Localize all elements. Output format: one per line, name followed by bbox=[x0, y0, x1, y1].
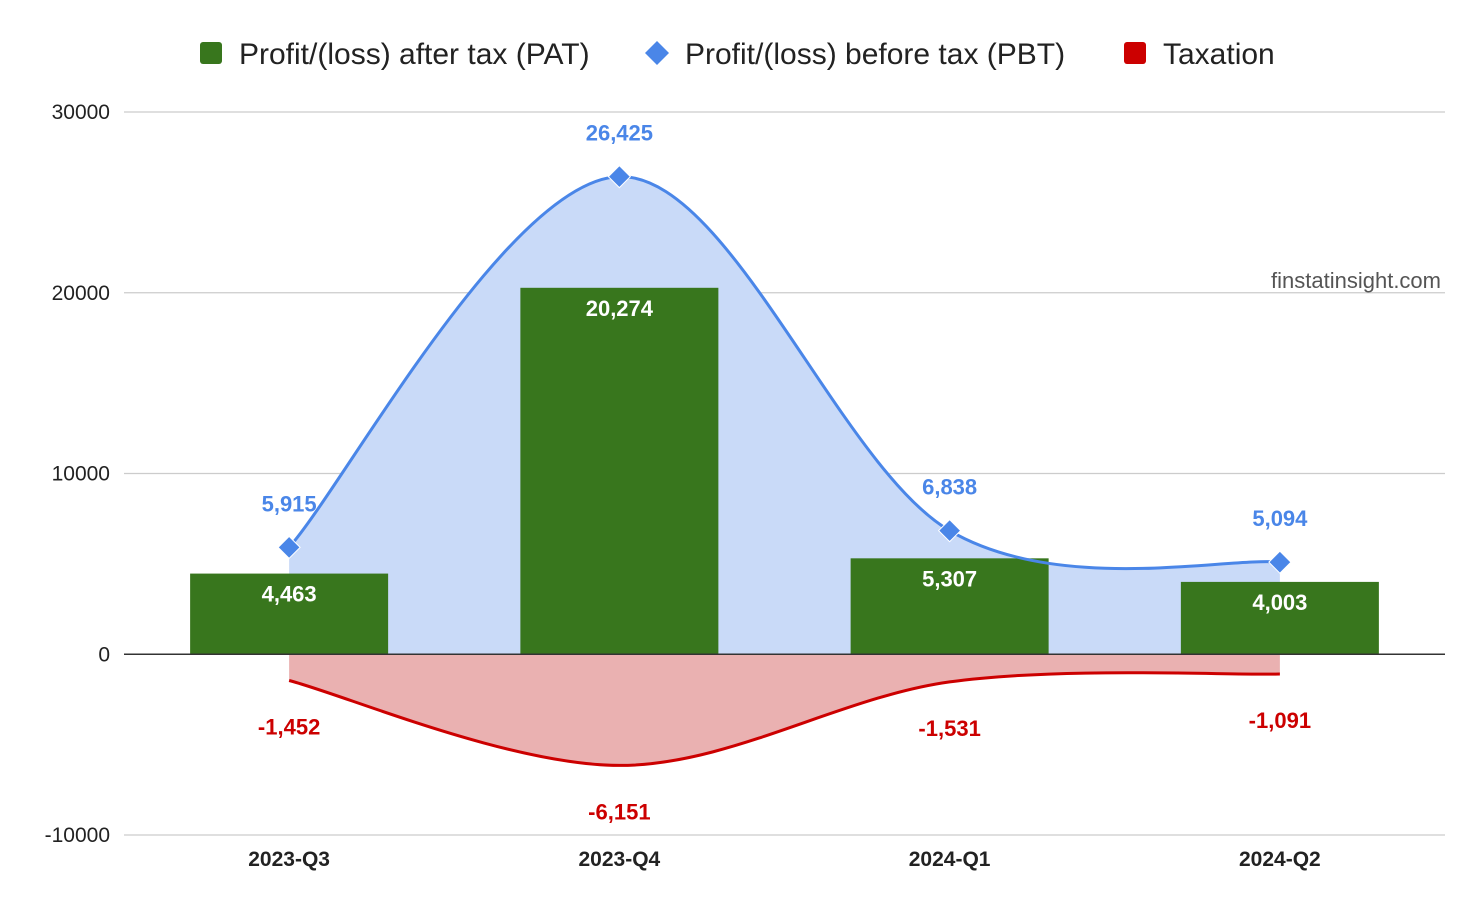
data-labels: 4,463 20,274 5,307 4,003 5,915 26,425 6,838 5,0… bbox=[258, 121, 1311, 825]
y-tick-label: 0 bbox=[98, 643, 110, 666]
marker-diamond-pbt bbox=[277, 535, 301, 560]
data-label-taxation: -1,531 bbox=[918, 716, 980, 741]
marker-diamond-pbt bbox=[937, 518, 962, 543]
legend-swatch-pat bbox=[200, 42, 222, 64]
data-label-pbt: 26,425 bbox=[586, 121, 653, 146]
bar-pat bbox=[190, 573, 389, 655]
bar-pat bbox=[520, 287, 719, 655]
data-label-pat: 20,274 bbox=[586, 296, 654, 321]
data-label-pat: 4,463 bbox=[262, 582, 317, 607]
area-series bbox=[289, 176, 1280, 766]
legend-label-taxation: Taxation bbox=[1163, 38, 1275, 71]
data-label-pbt: 5,915 bbox=[262, 491, 317, 516]
data-label-taxation: -1,452 bbox=[258, 714, 320, 739]
bar-pat bbox=[850, 558, 1049, 655]
y-tick-label: 10000 bbox=[52, 463, 110, 486]
area-fill-taxation bbox=[289, 654, 1280, 766]
legend-swatch-pbt bbox=[645, 41, 669, 65]
x-tick-label: 2024-Q2 bbox=[1239, 848, 1321, 871]
legend-label-pat: Profit/(loss) after tax (PAT) bbox=[239, 38, 590, 71]
line-taxation bbox=[288, 671, 1280, 767]
watermark-text: finstatinsight.com bbox=[1271, 268, 1441, 293]
line-series bbox=[277, 164, 1292, 767]
y-tick-label: 30000 bbox=[52, 101, 110, 124]
legend-label-pbt: Profit/(loss) before tax (PBT) bbox=[685, 38, 1065, 71]
data-label-pbt: 6,838 bbox=[922, 475, 977, 500]
line-pbt bbox=[288, 175, 1281, 571]
legend-swatch-taxation bbox=[1124, 42, 1146, 64]
y-tick-label: -10000 bbox=[45, 824, 110, 847]
axes: -10000 0 10000 20000 30000 2023-Q3 2023-Q4 2024… bbox=[45, 101, 1445, 871]
data-label-pat: 5,307 bbox=[922, 566, 977, 591]
x-tick-label: 2023-Q4 bbox=[579, 848, 661, 871]
bar-pat bbox=[1180, 581, 1379, 655]
data-label-pbt: 5,094 bbox=[1252, 506, 1308, 531]
area-fill-pbt bbox=[289, 176, 1280, 655]
x-tick-label: 2023-Q3 bbox=[248, 848, 330, 871]
marker-diamond-pbt bbox=[1268, 550, 1292, 574]
data-label-pat: 4,003 bbox=[1252, 590, 1307, 615]
marker-diamond-pbt bbox=[607, 164, 632, 189]
data-label-taxation: -1,091 bbox=[1249, 708, 1311, 733]
y-tick-label: 20000 bbox=[52, 282, 110, 305]
legend: Profit/(loss) after tax (PAT) Profit/(los… bbox=[200, 38, 1275, 71]
x-tick-label: 2024-Q1 bbox=[909, 848, 991, 871]
bar-series bbox=[190, 287, 1379, 655]
data-label-taxation: -6,151 bbox=[588, 799, 650, 824]
